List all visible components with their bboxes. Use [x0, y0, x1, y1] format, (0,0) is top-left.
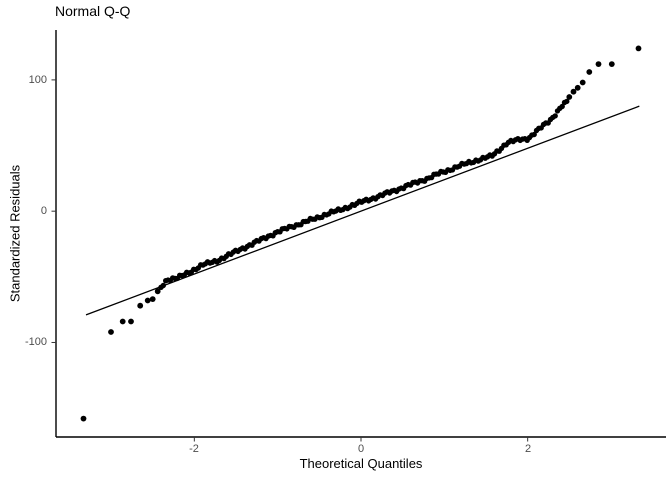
- chart-title: Normal Q-Q: [55, 3, 131, 19]
- data-points: [80, 45, 642, 422]
- qq-outlier-point: [154, 288, 161, 295]
- y-tick-label-0: 0: [40, 205, 47, 217]
- qq-point: [559, 103, 565, 110]
- reference-line: [85, 105, 640, 316]
- qq-outlier-point: [586, 69, 593, 75]
- x-tick-label-2: 2: [524, 443, 532, 455]
- x-tick-label-0: 0: [357, 443, 365, 455]
- x-tick-label-neg2: -2: [189, 443, 199, 455]
- qq-outlier-point: [595, 61, 602, 67]
- qq-point: [552, 113, 558, 119]
- y-tick-label-100: 100: [28, 74, 47, 86]
- y-tick-label-neg100: -100: [24, 336, 47, 348]
- qq-outlier-point: [149, 296, 156, 302]
- qq-outlier-point: [137, 302, 144, 309]
- qq-outlier-point: [574, 84, 581, 91]
- qq-outlier-point: [608, 61, 615, 67]
- qq-point: [531, 131, 537, 138]
- qq-outlier-point: [119, 318, 126, 325]
- qq-outlier-point: [108, 329, 114, 335]
- qq-outlier-point: [570, 88, 577, 95]
- qq-outlier-point: [635, 45, 642, 52]
- qq-outlier-point: [144, 297, 151, 304]
- x-axis-title: Theoretical Quantiles: [299, 456, 423, 471]
- qq-point: [564, 98, 570, 105]
- qq-outlier-point: [80, 415, 87, 422]
- qq-outlier-point: [128, 318, 134, 325]
- qq-outlier-point: [566, 94, 573, 100]
- qq-outlier-point: [579, 79, 586, 86]
- qq-point: [160, 282, 166, 289]
- y-axis-title: Standardized Residuals: [7, 164, 23, 303]
